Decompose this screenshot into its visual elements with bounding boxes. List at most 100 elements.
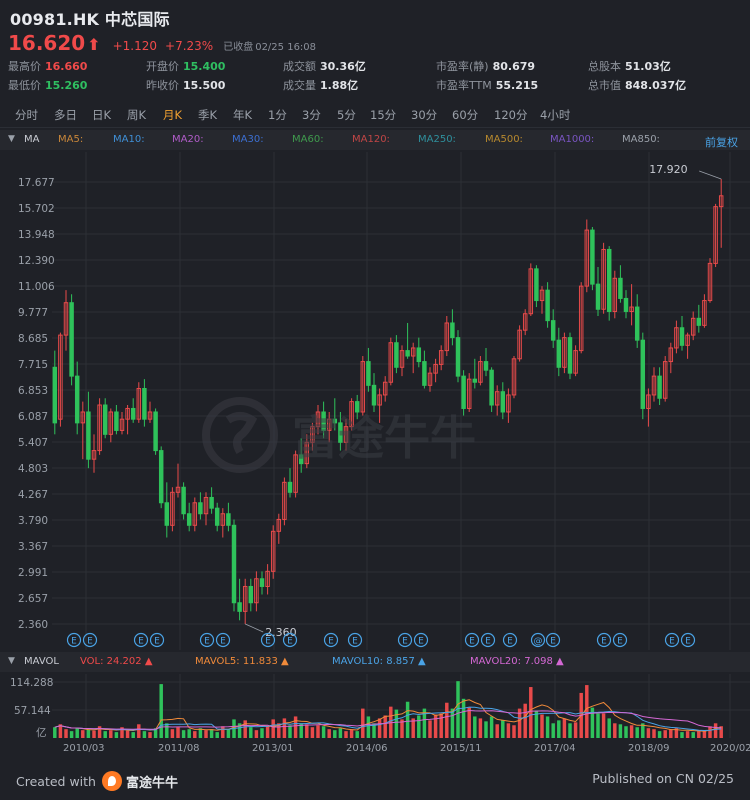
volume-bar[interactable] (590, 707, 595, 738)
ma-item-1[interactable]: MA5: (58, 134, 84, 145)
candlestick-chart[interactable]: 17.677 15.702 13.948 12.390 11.006 9.777 8.685… (0, 152, 750, 650)
volume-bar[interactable] (411, 718, 415, 738)
candle-body[interactable] (181, 486, 186, 515)
volume-bar[interactable] (361, 708, 365, 738)
volume-bar[interactable] (288, 725, 292, 738)
volume-bar[interactable] (641, 723, 645, 738)
candle-body[interactable] (158, 450, 164, 504)
candle-body[interactable] (438, 350, 444, 365)
volume-bar[interactable] (394, 709, 399, 738)
volume-bar[interactable] (109, 730, 113, 738)
candle-body[interactable] (646, 394, 651, 409)
volume-bar[interactable] (159, 684, 163, 738)
candle-body[interactable] (293, 454, 298, 493)
event-marker-icon[interactable]: E (133, 632, 149, 648)
collapse-triangle-icon[interactable]: ▼ (8, 134, 15, 144)
volume-bar[interactable] (86, 729, 91, 738)
volume-bar[interactable] (433, 714, 438, 738)
volume-bar[interactable] (551, 723, 555, 738)
volume-bar[interactable] (708, 726, 712, 738)
volume-bar[interactable] (512, 725, 516, 738)
volume-bar[interactable] (467, 707, 471, 738)
volume-bar[interactable] (249, 727, 253, 738)
volume-bar[interactable] (489, 716, 494, 738)
volume-bar[interactable] (349, 729, 354, 738)
event-marker-icon[interactable]: E (66, 632, 82, 648)
event-marker-icon[interactable]: E (347, 632, 363, 648)
candle-body[interactable] (58, 334, 63, 420)
candle-body[interactable] (657, 375, 662, 399)
candle-body[interactable] (254, 578, 259, 604)
candle-body[interactable] (114, 411, 119, 431)
candle-body[interactable] (450, 322, 455, 339)
candle-body[interactable] (265, 570, 270, 587)
candle-body[interactable] (388, 342, 394, 383)
event-marker-icon[interactable]: E (596, 632, 612, 648)
candle-body[interactable] (506, 394, 511, 413)
candle-body[interactable] (394, 342, 399, 368)
candle-body[interactable] (696, 317, 702, 326)
volume-bar[interactable] (131, 732, 135, 738)
candle-body[interactable] (270, 530, 276, 572)
candle-body[interactable] (175, 486, 181, 493)
candle-body[interactable] (321, 411, 326, 431)
candle-body[interactable] (511, 358, 517, 396)
volume-bar[interactable] (657, 731, 662, 738)
volume-bar[interactable] (646, 728, 651, 738)
volume-bar[interactable] (125, 730, 130, 738)
candle-body[interactable] (584, 229, 590, 287)
ma-item-7[interactable]: MA250: (418, 134, 456, 145)
volume-bar[interactable] (333, 730, 337, 738)
volume-bar[interactable] (568, 723, 572, 738)
candle-body[interactable] (304, 441, 310, 465)
candle-body[interactable] (74, 375, 80, 424)
event-marker-icon[interactable]: E (545, 632, 561, 648)
ma-item-6[interactable]: MA120: (352, 134, 390, 145)
ma-item-4[interactable]: MA30: (232, 134, 264, 145)
volume-bar[interactable] (428, 720, 432, 738)
candle-body[interactable] (338, 422, 343, 443)
candle-body[interactable] (629, 306, 634, 312)
tab-period-13[interactable]: 60分 (452, 108, 479, 122)
tab-period-1[interactable]: 分时 (15, 108, 38, 122)
candle-body[interactable] (231, 524, 237, 604)
candle-body[interactable] (214, 507, 220, 526)
candle-body[interactable] (444, 322, 450, 352)
candle-body[interactable] (119, 418, 125, 431)
candle-body[interactable] (226, 513, 231, 526)
volume-bar[interactable] (187, 729, 191, 738)
candle-body[interactable] (360, 361, 366, 413)
candle-body[interactable] (634, 306, 640, 341)
volume-bar[interactable] (629, 725, 634, 738)
candle-body[interactable] (354, 401, 360, 413)
volume-bar[interactable] (366, 716, 371, 738)
candle-body[interactable] (125, 407, 130, 420)
volume-bar[interactable] (405, 701, 410, 738)
candle-body[interactable] (494, 391, 500, 406)
event-marker-icon[interactable]: E (480, 632, 496, 648)
candle-body[interactable] (405, 350, 410, 357)
event-marker-icon[interactable]: E (323, 632, 339, 648)
volume-chart[interactable]: 114.288 57.144 亿 2010/03 2011/08 2013/01 2014/… (0, 674, 750, 754)
candle-body[interactable] (690, 317, 696, 336)
volume-bar[interactable] (243, 720, 247, 738)
tab-period-9[interactable]: 3分 (302, 108, 321, 122)
candle-body[interactable] (382, 381, 388, 396)
volume-bar[interactable] (316, 725, 320, 738)
volume-bar[interactable] (540, 714, 544, 738)
volume-bar[interactable] (506, 723, 511, 738)
tab-period-4[interactable]: 周K (127, 108, 147, 122)
volume-bar[interactable] (165, 723, 169, 738)
volume-bar[interactable] (75, 728, 79, 738)
adjust-mode-button[interactable]: 前复权 (705, 136, 738, 149)
volume-bar[interactable] (529, 687, 533, 738)
candle-body[interactable] (618, 277, 623, 299)
candle-body[interactable] (662, 361, 668, 399)
candle-body[interactable] (461, 375, 466, 409)
event-marker-icon[interactable]: @ (530, 632, 546, 648)
volume-bar[interactable] (69, 731, 74, 738)
volume-bar[interactable] (221, 726, 225, 738)
volume-bar[interactable] (120, 727, 124, 738)
candle-body[interactable] (489, 369, 494, 406)
candle-body[interactable] (410, 347, 416, 357)
